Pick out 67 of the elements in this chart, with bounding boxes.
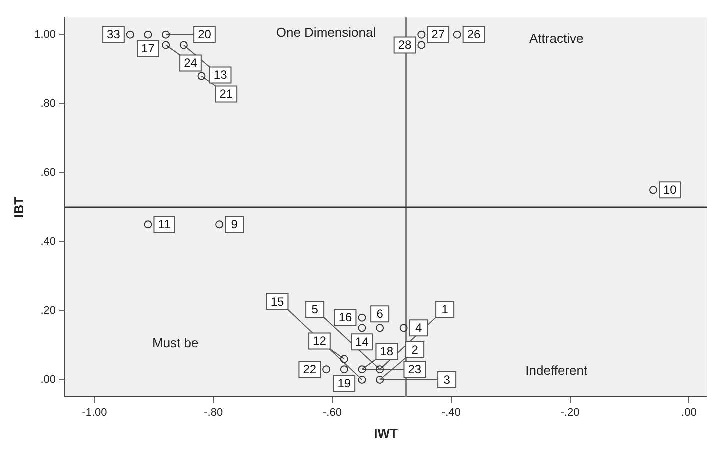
x-tick-label: -.20 [560,406,580,419]
y-axis-title: IBT [11,196,26,218]
point [358,324,366,332]
annotation: 2 [412,342,419,357]
point [126,30,134,39]
y-tick-label: .20 [40,304,56,317]
annotation: 16 [338,310,353,325]
point [418,30,426,39]
point [180,41,188,50]
annotation: 4 [415,320,422,335]
annotation: 12 [313,334,327,348]
annotation: 18 [380,344,394,358]
annotation: Attractive [530,31,584,46]
annotation: Must be [152,336,199,351]
y-tick-label: .60 [40,166,56,179]
point [376,376,384,384]
point [418,41,426,50]
annotation: 5 [312,302,319,316]
point [198,72,206,80]
x-axis-title: IWT [374,426,398,441]
point [358,366,366,374]
y-tick-label: .00 [40,374,56,386]
point [376,324,384,332]
annotation: 21 [220,87,234,102]
x-tick-label: .00 [682,406,697,419]
annotation: 27 [432,28,446,42]
annotation: 17 [142,42,156,56]
x-tick-label: -.80 [204,406,224,419]
annotation: 9 [231,217,238,232]
annotation: 15 [270,294,285,309]
annotation: 10 [663,182,678,197]
annotation: 23 [408,362,422,376]
point [144,220,152,229]
y-tick-label: .40 [40,236,56,248]
annotation: 1 [442,302,449,316]
annotation: 33 [107,28,121,42]
annotation: 14 [356,334,370,349]
point [340,366,348,374]
point [144,30,152,39]
point [340,355,348,364]
annotation: 22 [303,362,317,376]
annotation: 24 [184,56,198,70]
y-tick-label: 1.00 [34,28,56,41]
annotation: 13 [214,68,228,82]
point [358,314,366,322]
annotation: 3 [444,372,451,387]
x-tick-label: -1.00 [82,406,108,419]
y-tick-label: .80 [40,98,56,110]
point [322,366,331,374]
annotation: 19 [338,376,352,390]
annotation: 26 [467,28,482,42]
x-tick-label: -.40 [442,406,461,419]
point [376,366,384,374]
point [216,220,224,229]
annotation: 6 [376,306,384,321]
x-tick-label: -.60 [323,406,342,419]
point [162,30,170,39]
annotation: One Dimensional [276,25,376,40]
point [400,324,408,332]
point [650,186,658,194]
point [162,41,170,50]
point [453,30,462,39]
annotation: Indefferent [526,362,588,378]
annotation: 28 [398,38,412,52]
annotation: 20 [198,28,212,42]
annotation: 11 [158,217,172,232]
point [358,376,366,384]
